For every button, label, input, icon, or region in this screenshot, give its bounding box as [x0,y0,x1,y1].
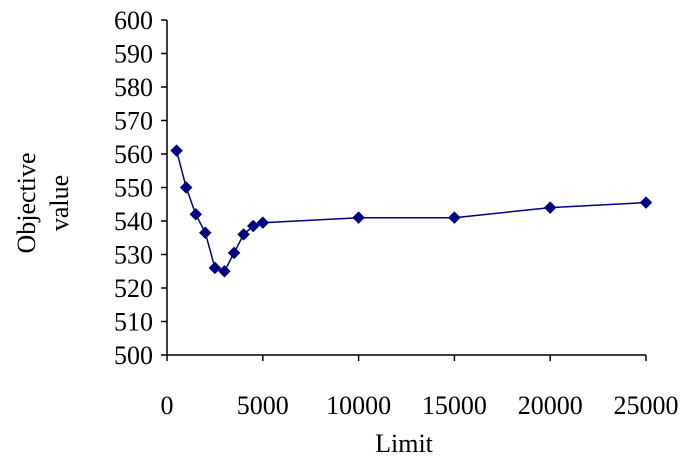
y-axis-label: Objective value [12,152,74,253]
y-tick-label: 500 [114,341,153,370]
data-point [639,196,653,209]
y-tick-label: 590 [114,40,153,69]
x-tick-label: 5000 [237,391,289,420]
series-line [175,150,647,273]
series-group [170,144,653,278]
data-point [179,181,193,194]
y-tick-label: 540 [114,207,153,236]
data-point [208,261,222,275]
data-point [170,144,183,158]
y-tick-label: 550 [114,174,153,203]
data-point [218,264,231,278]
x-tick-label: 15000 [422,391,487,420]
y-tick-label: 600 [114,6,153,35]
y-tick-label: 560 [114,140,153,169]
y-tick-label: 520 [114,274,153,303]
y-tick-label: 530 [114,241,153,270]
x-tick-label: 20000 [518,391,583,420]
data-point [189,207,203,221]
axes [166,20,646,356]
data-point [352,211,365,225]
y-tick-label: 580 [114,73,153,102]
data-point [543,201,557,214]
x-tick-label: 0 [161,391,174,420]
data-point [256,216,270,230]
y-ticks: 500 510 520 530 540 550 560 570 580 590 600 [114,6,167,370]
data-point [227,246,241,260]
x-tick-label: 10000 [326,391,391,420]
data-point [198,226,212,240]
y-axis-label-line-1: Objective [12,152,41,253]
x-ticks: 0 5000 10000 15000 20000 25000 [161,355,679,420]
y-tick-label: 510 [114,308,153,337]
y-tick-label: 570 [114,107,153,136]
data-point [246,219,260,233]
x-tick-label: 25000 [614,391,679,420]
x-axis-label: Limit [375,429,434,458]
y-axis-label-line-2: value [45,175,74,231]
data-point [448,211,461,225]
data-point [237,228,250,241]
